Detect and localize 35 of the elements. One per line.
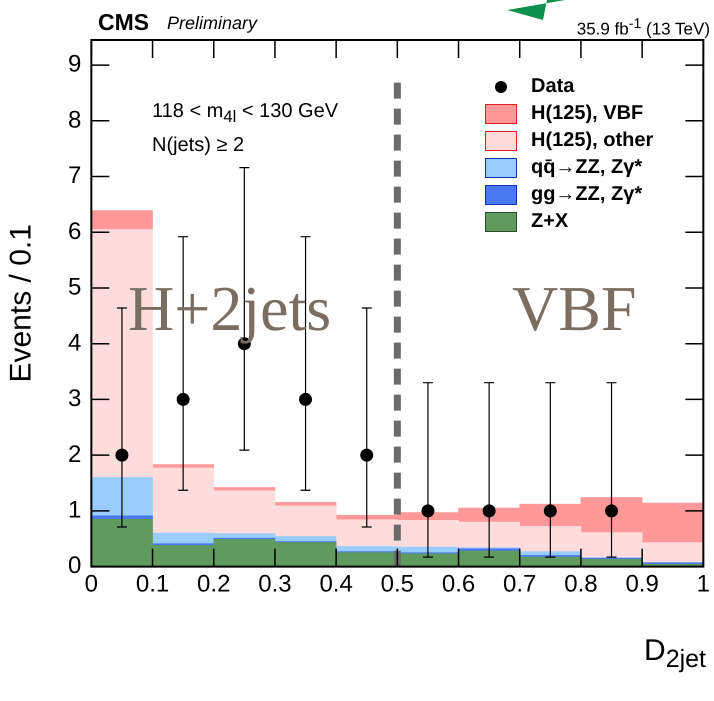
text: 35.9 fb$^{-1}$ (13 TeV) [576,16,710,40]
y-tick-label: 9 [68,50,82,78]
legend-label: Data [531,75,574,98]
y-tick-label: 5 [68,274,82,301]
legend-label: H(125), other [531,129,654,152]
legend-label: gg→ZZ, Zγ* [531,183,642,206]
legend-label: H(125), VBF [531,102,644,125]
chart-subtitle: Preliminary [167,13,258,34]
legend-label: qq̄→ZZ, Zγ* [531,156,642,179]
x-tick-label: 0.1 [136,570,170,598]
x-tick-label: 1 [696,570,710,598]
annotation: VBF [512,272,636,346]
x-axis-title: D$_{2jet}$ [644,634,706,674]
x-tick-label: 0.3 [258,570,292,598]
y-tick-label: 6 [68,218,82,245]
y-tick-label: 4 [68,329,82,356]
y-tick-label: 7 [68,162,82,190]
x-tick-label: 0.6 [442,570,476,598]
x-tick-label: 0.9 [625,570,659,598]
x-tick-label: 0.4 [319,570,353,598]
y-tick-label: 0 [68,552,82,580]
y-tick-label: 1 [68,496,82,524]
x-tick-label: 0.2 [197,570,230,598]
legend-label: Z+X [531,210,568,233]
y-tick-label: 3 [68,385,82,412]
y-tick-label: 8 [68,106,82,134]
x-tick-label: 0.7 [503,570,536,598]
annotation: 118 < m$_{4l}$ < 130 GeV [152,100,338,127]
x-tick-label: 0.5 [380,570,414,598]
chart-title: CMS [98,9,150,36]
x-tick-label: 0.8 [564,570,598,598]
y-tick-label: 2 [68,440,82,468]
y-axis-title: Events / 0.1 [4,224,38,383]
x-tick-label: 0 [84,570,98,598]
annotation: N(jets) ≥ 2 [152,134,244,157]
